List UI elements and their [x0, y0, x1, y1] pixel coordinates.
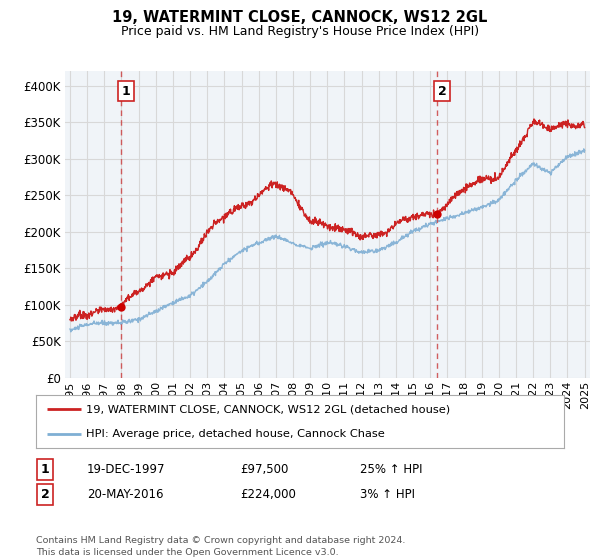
Text: 19, WATERMINT CLOSE, CANNOCK, WS12 2GL: 19, WATERMINT CLOSE, CANNOCK, WS12 2GL — [112, 10, 488, 25]
Text: 3% ↑ HPI: 3% ↑ HPI — [360, 488, 415, 501]
Text: Contains HM Land Registry data © Crown copyright and database right 2024.
This d: Contains HM Land Registry data © Crown c… — [36, 536, 406, 557]
Text: 25% ↑ HPI: 25% ↑ HPI — [360, 463, 422, 476]
Text: £224,000: £224,000 — [240, 488, 296, 501]
Text: 19-DEC-1997: 19-DEC-1997 — [87, 463, 166, 476]
Text: £97,500: £97,500 — [240, 463, 289, 476]
Text: 1: 1 — [41, 463, 49, 476]
Text: 1: 1 — [122, 85, 130, 97]
Text: 2: 2 — [41, 488, 49, 501]
Text: 19, WATERMINT CLOSE, CANNOCK, WS12 2GL (detached house): 19, WATERMINT CLOSE, CANNOCK, WS12 2GL (… — [86, 404, 450, 414]
Text: Price paid vs. HM Land Registry's House Price Index (HPI): Price paid vs. HM Land Registry's House … — [121, 25, 479, 38]
Text: 20-MAY-2016: 20-MAY-2016 — [87, 488, 163, 501]
Text: HPI: Average price, detached house, Cannock Chase: HPI: Average price, detached house, Cann… — [86, 428, 385, 438]
Text: 2: 2 — [437, 85, 446, 97]
